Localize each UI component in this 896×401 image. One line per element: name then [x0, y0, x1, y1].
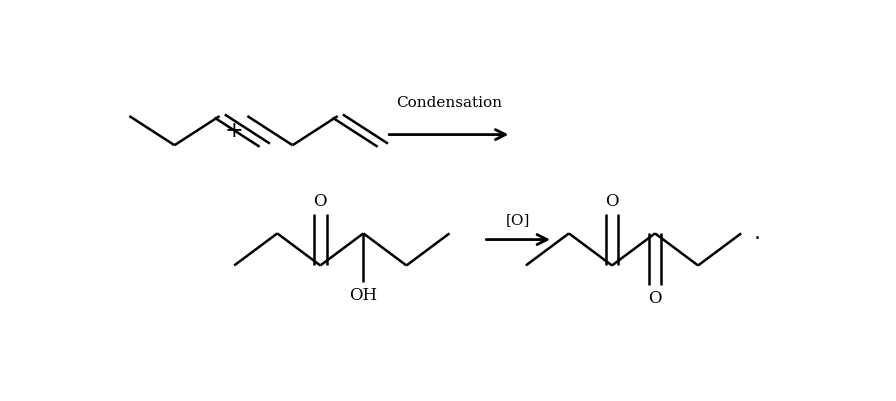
Text: Condensation: Condensation	[396, 96, 502, 110]
Text: O: O	[314, 192, 327, 209]
Text: O: O	[649, 290, 662, 307]
Text: .: .	[754, 223, 761, 243]
Text: OH: OH	[349, 287, 377, 304]
Text: +: +	[224, 119, 243, 142]
Text: O: O	[605, 192, 619, 209]
Text: [O]: [O]	[506, 213, 530, 227]
